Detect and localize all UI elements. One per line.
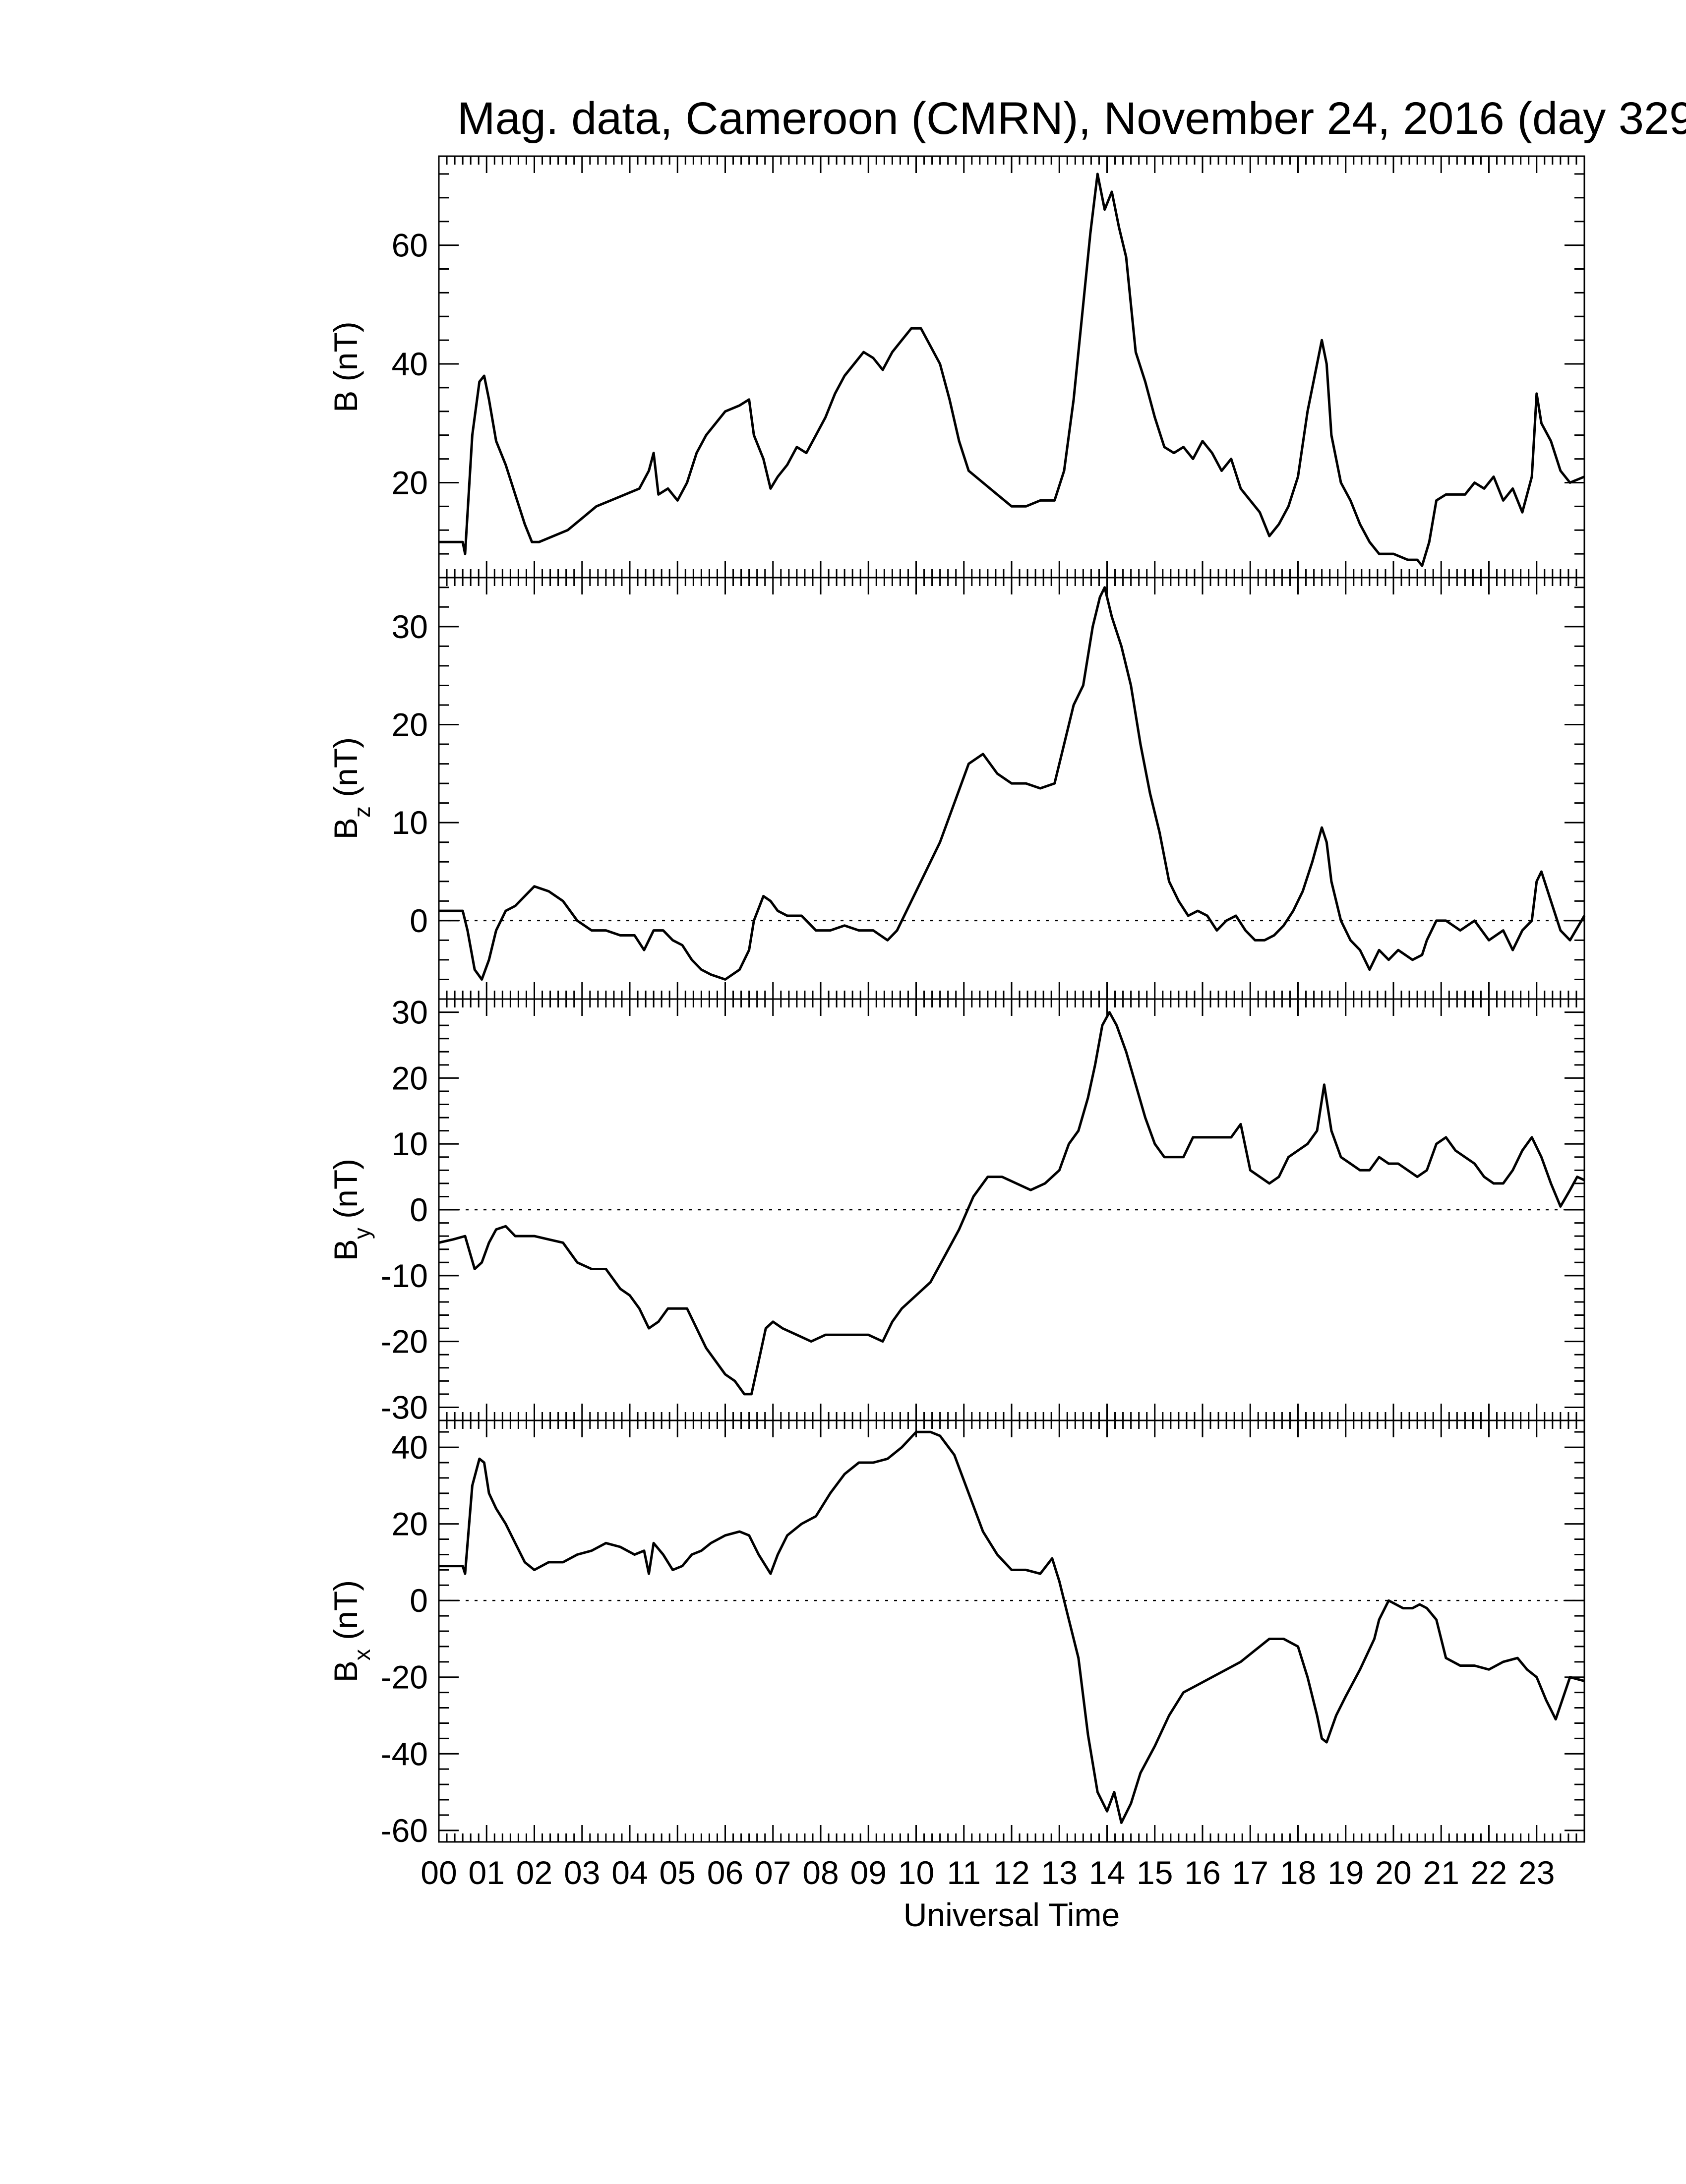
y-axis-label-main: B	[327, 1239, 364, 1261]
y-tick-label: -30	[381, 1389, 428, 1425]
x-tick-label: 01	[469, 1854, 505, 1891]
y-tick-label: 60	[392, 227, 428, 264]
x-tick-label: 05	[660, 1854, 696, 1891]
y-tick-label: 20	[392, 707, 428, 743]
x-tick-label: 16	[1184, 1854, 1220, 1891]
y-tick-label: -40	[381, 1735, 428, 1772]
x-tick-label: 13	[1041, 1854, 1078, 1891]
y-axis-label-unit: (nT)	[327, 737, 364, 806]
x-tick-label: 12	[993, 1854, 1029, 1891]
y-tick-label: -60	[381, 1812, 428, 1849]
y-tick-label: -20	[381, 1659, 428, 1696]
y-axis-label-main: B	[327, 391, 364, 413]
y-axis-label-unit: (nT)	[327, 1580, 364, 1649]
panels-group: 20 40 60 B (nT) 0 10 20 30 Bz (nT) -30 -20 -10 0 10 20…	[327, 155, 1586, 1849]
x-tick-label: 19	[1327, 1854, 1364, 1891]
y-axis-label-subscript: y	[349, 1228, 375, 1239]
series-line-Bz	[439, 586, 1586, 981]
x-tick-label: 10	[898, 1854, 934, 1891]
x-tick-label: 11	[947, 1854, 981, 1891]
x-tick-label: 15	[1137, 1854, 1173, 1891]
y-tick-label: -20	[381, 1323, 428, 1360]
x-tick-label: 04	[611, 1854, 648, 1891]
y-axis-label-subscript: z	[349, 806, 375, 818]
y-tick-label: 40	[392, 1429, 428, 1466]
y-tick-label: 20	[392, 464, 428, 501]
y-tick-label: 30	[392, 608, 428, 645]
y-tick-label: 0	[410, 902, 428, 939]
y-axis-label-main: B	[327, 1660, 364, 1682]
series-line-Bx	[439, 1430, 1585, 1824]
y-axis-label-subscript: x	[349, 1649, 375, 1660]
panel-Bz: 0 10 20 30 Bz (nT)	[327, 577, 1586, 1000]
x-tick-label: 14	[1089, 1854, 1125, 1891]
y-axis-label-main: B	[327, 818, 364, 839]
x-tick-label: 07	[755, 1854, 791, 1891]
y-tick-label: -10	[381, 1257, 428, 1294]
y-axis-label-B: B (nT)	[327, 321, 364, 412]
y-axis-label-unit: (nT)	[327, 321, 364, 390]
y-tick-label: 10	[392, 804, 428, 841]
panel-By: -30 -20 -10 0 10 20 30 By (nT)	[327, 994, 1585, 1425]
x-tick-label: 03	[564, 1854, 600, 1891]
y-tick-label: 0	[410, 1582, 428, 1619]
y-axis-label-unit: (nT)	[327, 1159, 364, 1228]
y-tick-label: 20	[392, 1060, 428, 1096]
x-tick-label: 22	[1471, 1854, 1507, 1891]
x-tick-label: 06	[707, 1854, 743, 1891]
series-line-B	[439, 173, 1585, 567]
y-axis-label-Bz: Bz (nT)	[327, 737, 375, 839]
y-tick-label: 30	[392, 994, 428, 1031]
x-tick-label: 09	[850, 1854, 887, 1891]
panel-frame-B	[438, 155, 1585, 579]
x-tick-label: 21	[1423, 1854, 1459, 1891]
x-axis-label: Universal Time	[903, 1896, 1120, 1933]
x-tick-label: 08	[802, 1854, 839, 1891]
x-tick-label: 00	[421, 1854, 457, 1891]
panel-Bx: -60 -40 -20 0 20 40 Bx (nT)	[327, 1419, 1585, 1849]
y-axis-label-By: By (nT)	[327, 1159, 375, 1261]
panel-frame-Bz	[438, 577, 1585, 1000]
y-axis-label-Bx: Bx (nT)	[327, 1580, 375, 1682]
x-tick-labels: 00 01 02 03 04 05 06 07 08 09 10 11 12 13 14 15 16 17 18 19…	[421, 1854, 1555, 1891]
y-tick-label: 20	[392, 1506, 428, 1542]
panel-frame-Bx	[438, 1419, 1585, 1843]
y-tick-label: 10	[392, 1125, 428, 1162]
x-tick-label: 18	[1280, 1854, 1316, 1891]
figure-title: Mag. data, Cameroon (CMRN), November 24,…	[457, 93, 1686, 144]
x-tick-label: 17	[1232, 1854, 1268, 1891]
x-tick-label: 23	[1518, 1854, 1555, 1891]
x-tick-label: 02	[516, 1854, 552, 1891]
y-tick-label: 40	[392, 346, 428, 382]
y-tick-label: 0	[410, 1191, 428, 1228]
panel-B: 20 40 60 B (nT)	[327, 155, 1585, 579]
series-line-By	[438, 1011, 1585, 1396]
x-tick-label: 20	[1375, 1854, 1411, 1891]
